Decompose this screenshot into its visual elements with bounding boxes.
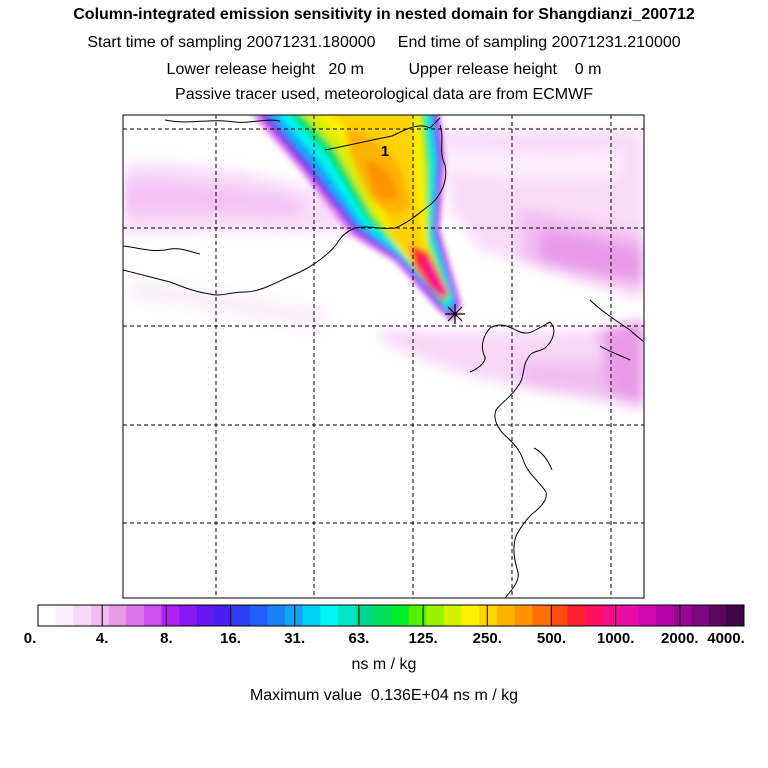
colorbar-swatch [426,605,445,626]
colorbar-swatch [161,605,180,626]
colorbar-swatch [655,605,674,626]
colorbar-label: 4. [95,630,109,647]
colorbar-label: 4000. [707,630,745,647]
sampling-times: Start time of sampling 20071231.180000 E… [87,34,681,51]
colorbar-label: 63. [348,630,370,647]
colorbar-swatch [726,605,745,626]
colorbar-swatch [108,605,127,626]
colorbar-swatch [567,605,586,626]
colorbar-swatch [38,605,56,626]
colorbar-swatch [355,605,374,626]
colorbar-label: 1000. [596,630,635,647]
colorbar-swatch [143,605,162,626]
colorbar-swatch [496,605,515,626]
colorbar-swatch [408,605,427,626]
tracer-info: Passive tracer used, meteorological data… [175,86,593,103]
colorbar-swatch [338,605,356,626]
colorbar-swatch [391,605,409,626]
colorbar-swatch [285,605,304,626]
colorbar-label: 31. [284,630,306,647]
colorbar-swatch [55,605,74,626]
colorbar-swatch [214,605,233,626]
colorbar-swatch [73,605,92,626]
colorbar-swatch [514,605,533,626]
colorbar-label: 8. [160,630,173,647]
plot-title: Column-integrated emission sensitivity i… [73,6,695,23]
colorbar-swatch [90,605,109,626]
colorbar-swatch [532,605,551,626]
colorbar-swatch [638,605,657,626]
colorbar-swatch [602,605,621,626]
colorbar-swatch [179,605,198,626]
colorbar-label: 0. [23,630,37,647]
colorbar-label: 16. [220,630,241,647]
colorbar-swatch [673,605,692,626]
colorbar-swatch [126,605,145,626]
colorbar-swatch [249,605,268,626]
plume [252,115,462,322]
time-marker-label: 1 [381,143,389,160]
colorbar-swatch [267,605,286,626]
receptor-marker [445,304,465,324]
colorbar-swatch [708,605,727,626]
colorbar-swatch [320,605,339,626]
colorbar-units: ns m / kg [351,656,417,673]
colorbar-label: 2000. [661,630,699,647]
map-frame [122,114,645,599]
colorbar-frame [37,604,745,627]
release-heights: Lower release height 20 m Upper release … [166,61,602,78]
colorbar-swatch [373,605,392,626]
colorbar-label: 500. [536,630,567,647]
colorbar-swatch [620,605,639,626]
colorbar-swatch [443,605,462,626]
maximum-value: Maximum value 0.136E+04 ns m / kg [249,687,519,704]
colorbar [37,605,745,626]
colorbar-swatch [479,605,498,626]
grid-lines [123,115,644,598]
colorbar-label: 250. [472,630,502,647]
plot-area [123,115,644,598]
colorbar-swatch [302,605,321,626]
colorbar-swatch [585,605,604,626]
colorbar-swatch [461,605,480,626]
colorbar-swatch [196,605,215,626]
colorbar-swatch [232,605,251,626]
colorbar-swatch [691,605,709,626]
colorbar-swatch [549,605,568,626]
colorbar-label: 125. [408,630,438,647]
